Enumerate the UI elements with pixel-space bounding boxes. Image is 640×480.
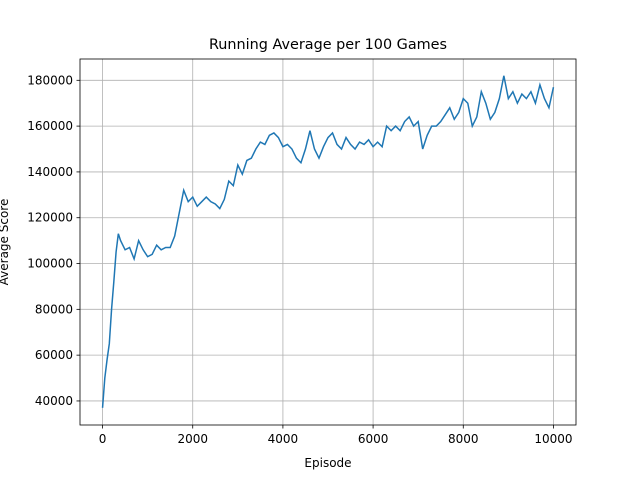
y-axis-label: Average Score — [0, 199, 11, 286]
y-tick-label: 100000 — [27, 257, 73, 271]
y-tick-label: 140000 — [27, 165, 73, 179]
x-tick-label: 6000 — [358, 432, 389, 446]
x-tick-label: 8000 — [448, 432, 479, 446]
data-line — [101, 75, 555, 408]
y-tick-label: 60000 — [35, 348, 73, 362]
x-tick-label: 2000 — [177, 432, 208, 446]
x-tick-label: 0 — [99, 432, 107, 446]
x-tick-label: 10000 — [534, 432, 572, 446]
y-tick-label: 180000 — [27, 73, 73, 87]
y-tick-label: 160000 — [27, 119, 73, 133]
plot-frame — [79, 58, 577, 426]
y-tick-label: 80000 — [35, 302, 73, 316]
x-axis-label: Episode — [304, 456, 351, 470]
x-tick-label: 4000 — [268, 432, 299, 446]
y-tick-label: 120000 — [27, 211, 73, 225]
y-tick-label: 40000 — [35, 394, 73, 408]
chart-title: Running Average per 100 Games — [209, 37, 447, 53]
